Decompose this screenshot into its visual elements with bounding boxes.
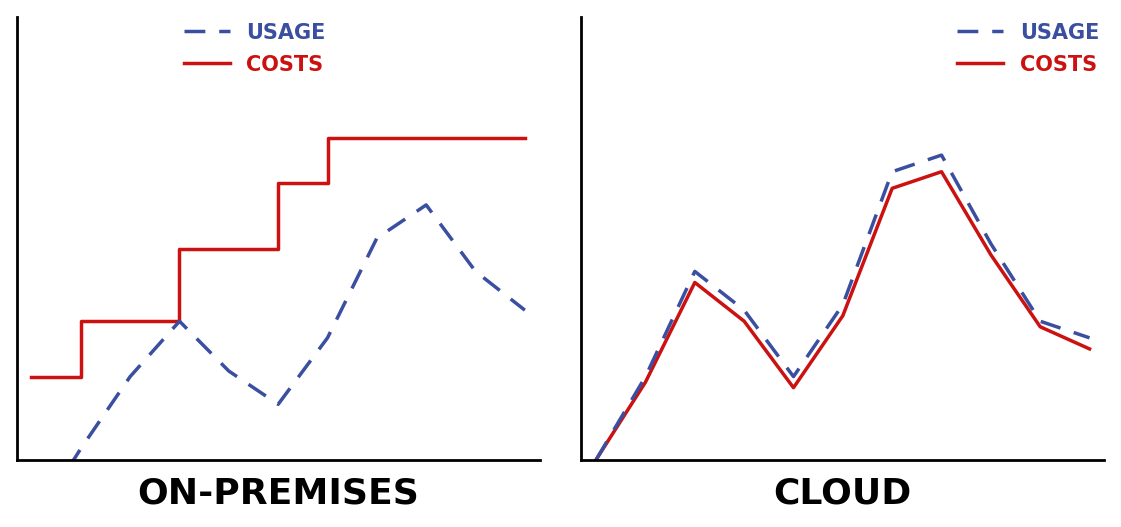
X-axis label: ON-PREMISES: ON-PREMISES: [137, 476, 419, 510]
X-axis label: CLOUD: CLOUD: [773, 476, 912, 510]
Legend: USAGE, COSTS: USAGE, COSTS: [957, 23, 1100, 75]
Legend: USAGE, COSTS: USAGE, COSTS: [184, 23, 326, 75]
